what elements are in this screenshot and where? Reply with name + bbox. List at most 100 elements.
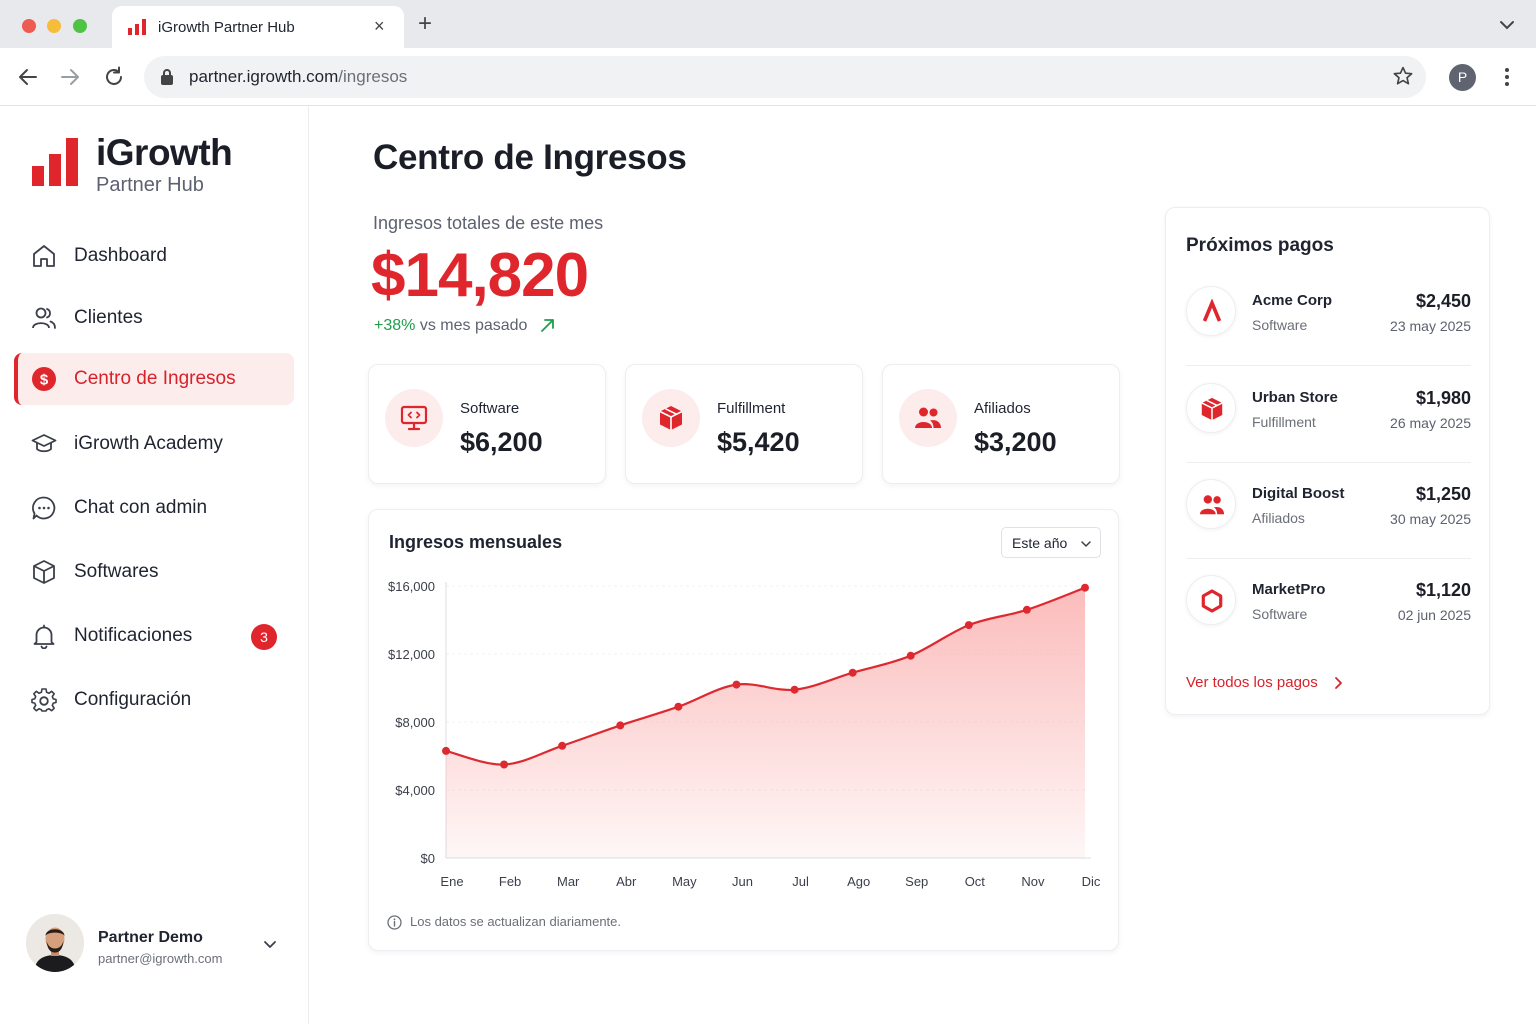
series-area bbox=[446, 587, 1085, 858]
user-email: partner@igrowth.com bbox=[98, 951, 223, 966]
stat-label: Afiliados bbox=[974, 400, 1031, 417]
reload-icon[interactable] bbox=[102, 65, 126, 89]
sidebar-item-igrowth-academy[interactable]: iGrowth Academy bbox=[14, 418, 294, 470]
sidebar-item-softwares[interactable]: Softwares bbox=[14, 546, 294, 598]
payment-category: Afiliados bbox=[1252, 510, 1305, 526]
sidebar-item-label: Configuración bbox=[74, 689, 192, 710]
stat-value: $3,200 bbox=[974, 427, 1057, 457]
payment-row-acme-corp[interactable]: Acme Corp Software $2,450 23 may 2025 bbox=[1186, 270, 1471, 366]
stat-icon-badge bbox=[899, 389, 957, 447]
new-tab-button[interactable]: + bbox=[418, 10, 433, 37]
browser-toolbar: partner.igrowth.com/ingresos P bbox=[0, 48, 1536, 106]
period-select[interactable]: Este año bbox=[1001, 527, 1101, 558]
sidebar-item-clientes[interactable]: Clientes bbox=[14, 292, 294, 344]
payment-date: 02 jun 2025 bbox=[1397, 607, 1471, 623]
tab-title: iGrowth Partner Hub bbox=[158, 19, 295, 36]
payment-row-urban-store[interactable]: Urban Store Fulfillment $1,980 26 may 20… bbox=[1186, 367, 1471, 463]
sidebar-item-notificaciones[interactable]: Notificaciones 3 bbox=[14, 610, 294, 662]
y-tick-label: $0 bbox=[421, 851, 435, 866]
chart-footnote-text: Los datos se actualizan diariamente. bbox=[410, 914, 622, 929]
payment-row-marketpro[interactable]: MarketPro Software $1,120 02 jun 2025 bbox=[1186, 559, 1471, 655]
stat-icon-badge bbox=[385, 389, 443, 447]
sidebar: iGrowth Partner Hub Dashboard Clientes $… bbox=[0, 106, 309, 1024]
sidebar-item-centro-de-ingresos[interactable]: $ Centro de Ingresos bbox=[14, 353, 294, 405]
address-bar[interactable]: partner.igrowth.com/ingresos bbox=[144, 56, 1426, 98]
period-select-value: Este año bbox=[1012, 535, 1068, 551]
avatar bbox=[26, 914, 84, 972]
data-point-feb bbox=[500, 760, 509, 769]
stat-label: Software bbox=[460, 400, 520, 417]
url-path: /ingresos bbox=[338, 67, 408, 86]
x-tick-label: May bbox=[672, 874, 697, 889]
back-arrow-icon[interactable] bbox=[16, 65, 40, 89]
y-tick-label: $8,000 bbox=[395, 715, 435, 730]
igrowth-favicon-icon bbox=[128, 19, 146, 35]
sidebar-item-label: Softwares bbox=[74, 561, 159, 582]
browser-menu-icon[interactable] bbox=[1498, 66, 1516, 88]
acme-logo-icon bbox=[1202, 299, 1222, 322]
y-tick-label: $4,000 bbox=[395, 783, 435, 798]
payment-row-digital-boost[interactable]: Digital Boost Afiliados $1,250 30 may 20… bbox=[1186, 463, 1471, 559]
data-point-ago bbox=[848, 668, 857, 677]
chevron-right-icon[interactable] bbox=[1332, 676, 1344, 690]
stat-label: Fulfillment bbox=[717, 400, 786, 417]
data-point-oct bbox=[964, 621, 973, 630]
graduation-cap-icon bbox=[31, 434, 57, 453]
forward-arrow-icon[interactable] bbox=[58, 65, 82, 89]
tab-search-chevron-icon[interactable] bbox=[1498, 16, 1516, 34]
tab-close-icon[interactable]: × bbox=[374, 16, 385, 36]
home-icon bbox=[33, 245, 55, 267]
bookmark-star-icon[interactable] bbox=[1392, 65, 1414, 87]
hexagon-icon bbox=[1201, 589, 1223, 613]
svg-text:$: $ bbox=[40, 372, 49, 389]
chart-title: Ingresos mensuales bbox=[389, 532, 563, 552]
data-point-mar bbox=[558, 741, 567, 750]
page-title: Centro de Ingresos bbox=[373, 138, 687, 177]
x-tick-label: Feb bbox=[499, 874, 521, 889]
total-revenue-value: $14,820 bbox=[371, 241, 589, 310]
url-text: partner.igrowth.com/ingresos bbox=[189, 67, 407, 87]
x-tick-label: Abr bbox=[616, 874, 637, 889]
data-point-dic bbox=[1081, 583, 1089, 592]
see-all-payments-link[interactable]: Ver todos los pagos bbox=[1186, 674, 1318, 691]
browser-tab[interactable]: iGrowth Partner Hub × bbox=[112, 6, 404, 48]
sidebar-item-dashboard[interactable]: Dashboard bbox=[14, 230, 294, 282]
user-menu[interactable]: Partner Demo partner@igrowth.com bbox=[26, 914, 286, 974]
stat-card-fulfillment: Fulfillment $5,420 bbox=[625, 364, 863, 484]
stat-icon-badge bbox=[642, 389, 700, 447]
x-tick-label: Mar bbox=[557, 874, 580, 889]
monitor-code-icon bbox=[400, 405, 428, 431]
chevron-down-icon[interactable] bbox=[262, 936, 278, 952]
data-point-sep bbox=[906, 651, 915, 660]
payments-title: Próximos pagos bbox=[1186, 235, 1334, 256]
users-icon bbox=[32, 307, 56, 329]
data-point-jun bbox=[732, 680, 741, 689]
monthly-revenue-chart: $0 $4,000 $8,000 $12,000 $16,000 Ene Feb Mar Abr… bbox=[388, 579, 1101, 889]
window-close-button[interactable] bbox=[22, 19, 36, 33]
stat-value: $5,420 bbox=[717, 427, 800, 457]
payment-amount: $1,120 bbox=[1415, 580, 1471, 600]
revenue-change: +38% vs mes pasado bbox=[374, 317, 527, 335]
revenue-change-percent: +38% bbox=[374, 317, 416, 334]
x-tick-label: Dic bbox=[1082, 874, 1101, 889]
x-tick-label: Jul bbox=[792, 874, 809, 889]
company-logo bbox=[1186, 383, 1236, 433]
people-icon bbox=[915, 407, 941, 428]
revenue-change-text: vs mes pasado bbox=[415, 317, 528, 334]
browser-tab-bar: iGrowth Partner Hub × + bbox=[0, 0, 1536, 48]
bell-icon bbox=[33, 624, 55, 649]
sidebar-item-configuracion[interactable]: Configuración bbox=[14, 674, 294, 726]
user-photo-icon bbox=[26, 914, 84, 972]
data-point-abr bbox=[616, 721, 625, 730]
company-logo bbox=[1186, 575, 1236, 625]
lock-icon bbox=[161, 69, 173, 85]
window-maximize-button[interactable] bbox=[73, 19, 87, 33]
payment-company: Urban Store bbox=[1252, 389, 1338, 406]
x-tick-label: Ene bbox=[440, 874, 463, 889]
box-icon bbox=[659, 406, 683, 430]
profile-avatar-button[interactable]: P bbox=[1449, 64, 1476, 91]
window-minimize-button[interactable] bbox=[47, 19, 61, 33]
user-name: Partner Demo bbox=[98, 929, 203, 946]
data-point-may bbox=[674, 702, 683, 711]
sidebar-item-chat-con-admin[interactable]: Chat con admin bbox=[14, 482, 294, 534]
